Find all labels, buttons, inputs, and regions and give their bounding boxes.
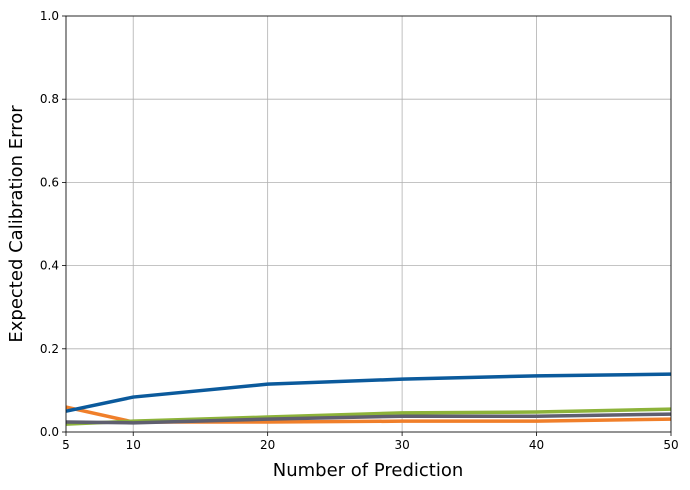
y-tick-label: 0.8 bbox=[40, 92, 59, 106]
y-tick-label: 1.0 bbox=[40, 9, 59, 23]
y-tick-label: 0.6 bbox=[40, 175, 59, 189]
series-line bbox=[65, 412, 672, 425]
x-tick-label: 50 bbox=[663, 438, 678, 452]
x-tick-label: 5 bbox=[62, 438, 70, 452]
x-axis-title: Number of Prediction bbox=[273, 460, 464, 481]
y-axis-title: Expected Calibration Error bbox=[6, 105, 27, 343]
y-tick-label: 0.4 bbox=[40, 259, 59, 273]
plot-frame bbox=[65, 15, 672, 433]
series-line bbox=[65, 372, 672, 413]
x-tick-label: 40 bbox=[529, 438, 544, 452]
x-tick-label: 10 bbox=[126, 438, 141, 452]
y-tick-label: 0.0 bbox=[40, 425, 59, 439]
x-tick-label: 20 bbox=[260, 438, 275, 452]
x-tick-label: 30 bbox=[394, 438, 409, 452]
series-line bbox=[65, 405, 672, 424]
y-tick-label: 0.2 bbox=[40, 342, 59, 356]
